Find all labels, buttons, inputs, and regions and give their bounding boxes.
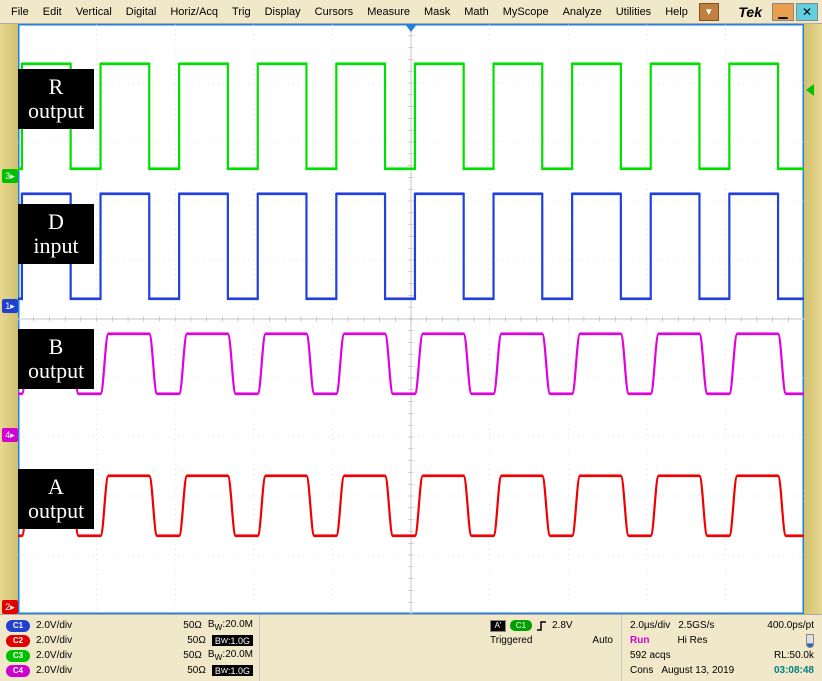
ch3-badge: C3: [6, 650, 30, 662]
help-dropdown-icon[interactable]: ▾: [699, 3, 719, 21]
trigger-level: 2.8V: [552, 620, 573, 631]
rising-edge-icon: [536, 620, 548, 632]
brand-logo: Tek: [738, 4, 770, 20]
menu-help[interactable]: Help: [658, 2, 695, 22]
menu-digital[interactable]: Digital: [119, 2, 164, 22]
trigger-info-column[interactable]: A' C1 2.8V Triggered Auto: [482, 615, 622, 681]
ch4-badge: C4: [6, 665, 30, 677]
menu-utilities[interactable]: Utilities: [609, 2, 658, 22]
trigger-level-marker[interactable]: [806, 84, 820, 96]
scope-display: 3▸ 1▸ 4▸ 2▸ Routput Dinput Boutput Aoutp…: [0, 24, 822, 614]
menu-horiz-acq[interactable]: Horiz/Acq: [163, 2, 225, 22]
menu-analyze[interactable]: Analyze: [556, 2, 609, 22]
ch1-term: 50Ω: [183, 620, 202, 631]
label-d-input: Dinput: [18, 204, 94, 264]
waveform-graticule[interactable]: Routput Dinput Boutput Aoutput: [18, 24, 804, 614]
ch3-bw: BW:20.0M: [208, 649, 253, 662]
menu-file[interactable]: File: [4, 2, 36, 22]
right-trigger-strip: [804, 24, 822, 614]
ch4-ground-marker[interactable]: 4▸: [2, 428, 18, 442]
channel-info-column: C1 2.0V/div 50Ω BW:20.0M C2 2.0V/div 50Ω…: [0, 615, 260, 681]
ch2-badge: C2: [6, 635, 30, 647]
menu-math[interactable]: Math: [457, 2, 495, 22]
thermometer-icon: [806, 634, 814, 648]
cons-label: Cons: [630, 665, 653, 676]
trigger-a-badge: A': [490, 620, 506, 632]
ch3-ground-marker[interactable]: 3▸: [2, 169, 18, 183]
ch2-bw-icon: BW:1.0G: [212, 635, 253, 646]
timebase-tdiv: 2.0µs/div: [630, 620, 670, 631]
menu-trig[interactable]: Trig: [225, 2, 258, 22]
ch2-ground-marker[interactable]: 2▸: [2, 600, 18, 614]
ch4-info-row[interactable]: C4 2.0V/div 50Ω BW:1.0G: [6, 663, 253, 678]
ch2-term: 50Ω: [187, 635, 206, 646]
run-state: Run: [630, 635, 649, 646]
left-channel-strip: 3▸ 1▸ 4▸ 2▸: [0, 24, 18, 614]
menu-myscope[interactable]: MyScope: [496, 2, 556, 22]
menu-cursors[interactable]: Cursors: [308, 2, 361, 22]
ch4-bw-icon: BW:1.0G: [212, 665, 253, 676]
status-bar: C1 2.0V/div 50Ω BW:20.0M C2 2.0V/div 50Ω…: [0, 614, 822, 681]
timebase-res: 400.0ps/pt: [767, 620, 814, 631]
menu-measure[interactable]: Measure: [360, 2, 417, 22]
ch3-vdiv: 2.0V/div: [36, 650, 72, 661]
ch1-badge: C1: [6, 620, 30, 632]
ch1-vdiv: 2.0V/div: [36, 620, 72, 631]
menu-display[interactable]: Display: [258, 2, 308, 22]
menubar: File Edit Vertical Digital Horiz/Acq Tri…: [0, 0, 822, 24]
acq-date: August 13, 2019: [661, 665, 734, 676]
label-r-output: Routput: [18, 69, 94, 129]
menu-vertical[interactable]: Vertical: [69, 2, 119, 22]
acq-mode: Hi Res: [677, 635, 707, 646]
record-length: RL:50.0k: [774, 650, 814, 661]
label-b-output: Boutput: [18, 329, 94, 389]
ch3-info-row[interactable]: C3 2.0V/div 50Ω BW:20.0M: [6, 648, 253, 663]
minimize-button[interactable]: ▁: [772, 3, 794, 21]
ch1-bw: BW:20.0M: [208, 619, 253, 632]
waveform-canvas: [18, 24, 804, 614]
trigger-mode: Auto: [592, 635, 613, 646]
acq-count: 592 acqs: [630, 650, 671, 661]
label-a-output: Aoutput: [18, 469, 94, 529]
ch1-info-row[interactable]: C1 2.0V/div 50Ω BW:20.0M: [6, 618, 253, 633]
ch2-info-row[interactable]: C2 2.0V/div 50Ω BW:1.0G: [6, 633, 253, 648]
timebase-rate: 2.5GS/s: [678, 620, 714, 631]
trigger-state: Triggered: [490, 635, 532, 646]
ch3-term: 50Ω: [183, 650, 202, 661]
close-button[interactable]: ✕: [796, 3, 818, 21]
menu-mask[interactable]: Mask: [417, 2, 457, 22]
ch4-term: 50Ω: [187, 665, 206, 676]
trigger-source-badge: C1: [510, 620, 532, 631]
ch2-vdiv: 2.0V/div: [36, 635, 72, 646]
timebase-info-column[interactable]: 2.0µs/div 2.5GS/s 400.0ps/pt Run Hi Res …: [622, 615, 822, 681]
menu-edit[interactable]: Edit: [36, 2, 69, 22]
ch4-vdiv: 2.0V/div: [36, 665, 72, 676]
acq-time: 03:08:48: [774, 665, 814, 676]
ch1-ground-marker[interactable]: 1▸: [2, 299, 18, 313]
